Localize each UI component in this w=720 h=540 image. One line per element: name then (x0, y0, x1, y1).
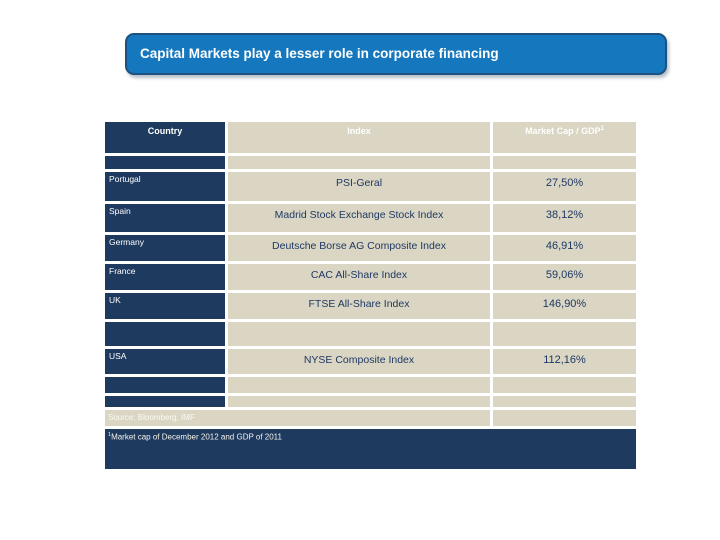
table-row-market-cap: 59,06% (493, 264, 636, 290)
footnote-text: Market cap of December 2012 and GDP of 2… (111, 432, 282, 442)
table-row-country: France (105, 264, 225, 290)
table-row-index: Madrid Stock Exchange Stock Index (228, 204, 490, 232)
column-header-market-cap-label: Market Cap / GDP (525, 126, 601, 136)
table-row-country: Spain (105, 204, 225, 232)
table-spacer-cell (228, 322, 490, 346)
table-spacer-cell (493, 396, 636, 407)
table-row-country: Portugal (105, 172, 225, 201)
table-spacer-cell (105, 322, 225, 346)
table-row-index: CAC All-Share Index (228, 264, 490, 290)
table-spacer-cell (493, 377, 636, 393)
table-row-index: FTSE All-Share Index (228, 293, 490, 319)
table-spacer-cell (493, 322, 636, 346)
source-note: Source: Bloomberg, IMF (105, 410, 490, 426)
table-row-index: NYSE Composite Index (228, 349, 490, 374)
footnote-marker: 1 (108, 432, 112, 438)
table-spacer-cell (493, 410, 636, 426)
table-spacer-cell (228, 396, 490, 407)
table-row-country: USA (105, 349, 225, 374)
column-header-market-cap: Market Cap / GDP1 (493, 122, 636, 153)
footnote: 1Market cap of December 2012 and GDP of … (105, 429, 636, 469)
table-spacer-cell (493, 156, 636, 169)
table-row-country: Germany (105, 235, 225, 261)
market-cap-table: Country Index Market Cap / GDP1 Portugal… (105, 122, 636, 469)
table-spacer-cell (105, 156, 225, 169)
market-cap-footnote-marker: 1 (600, 126, 604, 132)
slide-title: Capital Markets play a lesser role in co… (125, 33, 667, 75)
table-row-market-cap: 46,91% (493, 235, 636, 261)
table-spacer-cell (105, 396, 225, 407)
column-header-country: Country (105, 122, 225, 153)
table-row-market-cap: 112,16% (493, 349, 636, 374)
column-header-index: Index (228, 122, 490, 153)
table-row-index: PSI-Geral (228, 172, 490, 201)
table-row-market-cap: 146,90% (493, 293, 636, 319)
table-row-market-cap: 38,12% (493, 204, 636, 232)
table-spacer-cell (105, 377, 225, 393)
table-spacer-cell (228, 156, 490, 169)
table-row-country: UK (105, 293, 225, 319)
table-spacer-cell (228, 377, 490, 393)
table-row-market-cap: 27,50% (493, 172, 636, 201)
table-row-index: Deutsche Borse AG Composite Index (228, 235, 490, 261)
